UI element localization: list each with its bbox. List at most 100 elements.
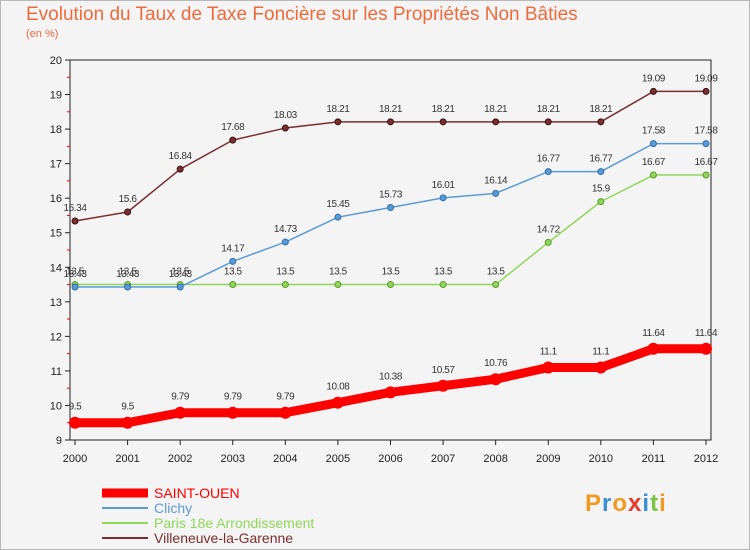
data-label: 13.5 [119,267,138,278]
data-point [544,238,552,246]
data-point [176,165,184,173]
data-point [387,204,394,212]
data-point [176,283,184,291]
series-line-1 [74,142,707,288]
data-label: 9.5 [121,402,135,413]
data-label: 11.64 [642,328,665,339]
data-label: 18.21 [484,104,508,115]
data-label: 10.38 [379,371,403,382]
legend-label: Villeneuve-la-Garenne [154,530,293,546]
data-point [387,118,394,126]
x-tick-label: 2010 [589,453,613,465]
data-label: 17.58 [642,126,666,137]
data-point [489,373,502,386]
data-label: 16.67 [694,157,718,168]
plot-area-border [69,59,712,441]
logo-letter: o [612,490,629,517]
data-point [384,386,397,399]
data-label: 13.5 [329,267,348,278]
data-point [121,416,134,429]
data-point [281,238,289,246]
data-label: 14.72 [537,224,561,235]
proxiti-logo: Proxiti [585,490,667,518]
data-label: 13.43 [116,269,140,280]
x-tick-label: 2008 [483,453,507,465]
x-tick-label: 2002 [168,453,192,465]
data-point [334,213,342,221]
chart-title: Evolution du Taux de Taxe Foncière sur l… [26,4,578,25]
data-point [226,406,239,419]
data-point [439,118,447,126]
data-point [71,217,79,225]
data-label: 13.5 [382,267,401,278]
y-tick-label: 20 [50,55,62,67]
logo-letter: i [642,490,651,517]
y-tick-label: 17 [50,159,62,171]
legend-label: Paris 18e Arrondissement [154,515,314,531]
logo-letter: i [659,490,667,517]
x-tick-label: 2009 [536,453,560,465]
data-label: 13.5 [434,267,453,278]
series-line-0 [70,344,711,428]
data-label: 9.5 [69,402,83,413]
data-label: 19.09 [642,73,666,84]
data-point [492,281,500,289]
data-point [700,342,712,355]
data-point [647,342,660,355]
data-point [439,281,447,289]
data-point [334,281,342,289]
data-label: 18.03 [274,110,298,121]
data-point [71,283,79,291]
data-point [702,140,710,148]
data-point [649,140,657,148]
y-tick-label: 14 [50,262,62,274]
data-label: 15.9 [592,184,611,195]
data-point [124,283,132,291]
data-label: 13.5 [487,267,506,278]
data-label: 17.68 [221,122,245,133]
x-tick-label: 2003 [221,453,245,465]
logo-letter: r [602,490,613,517]
data-label: 16.77 [537,154,561,165]
data-label: 15.6 [119,194,138,205]
data-point [542,361,555,374]
data-label: 13.43 [63,269,87,280]
axes: 9 10 11 12 13 14 15 16 17 18 19 20 2000 2001 2002 2003 2… [50,55,718,465]
data-label: 15.45 [326,199,350,210]
y-tick-label: 16 [50,193,62,205]
data-point [649,171,657,179]
x-tick-label: 2004 [273,453,297,465]
data-label: 11.1 [592,346,610,357]
data-point [229,257,237,265]
series-lines [69,87,712,429]
logo-letter: P [585,490,603,517]
data-label: 9.79 [171,392,190,403]
data-label: 15.73 [379,190,403,201]
data-label: 10.57 [432,365,456,376]
data-point [387,281,394,289]
data-label: 13.43 [169,269,193,280]
data-point [437,379,450,392]
data-label: 18.21 [379,104,403,115]
data-point [279,406,292,419]
data-label: 16.67 [642,157,666,168]
data-label: 10.76 [484,358,508,369]
data-point [492,189,500,197]
data-point [544,118,552,126]
y-tick-label: 10 [50,400,62,412]
data-point [69,416,81,429]
data-label: 13.5 [224,267,243,278]
data-label: 18.21 [589,104,613,115]
data-label: 11.64 [695,328,718,339]
x-tick-label: 2005 [326,453,350,465]
data-label: 10.08 [326,382,350,393]
logo-letter: x [628,490,643,517]
data-point [281,124,289,132]
x-tick-label: 2012 [694,453,718,465]
data-point [702,87,710,95]
x-tick-label: 2006 [378,453,402,465]
data-label: 13.5 [276,267,295,278]
data-label: 18.21 [326,104,350,115]
chart-subtitle: (en %) [26,28,59,40]
